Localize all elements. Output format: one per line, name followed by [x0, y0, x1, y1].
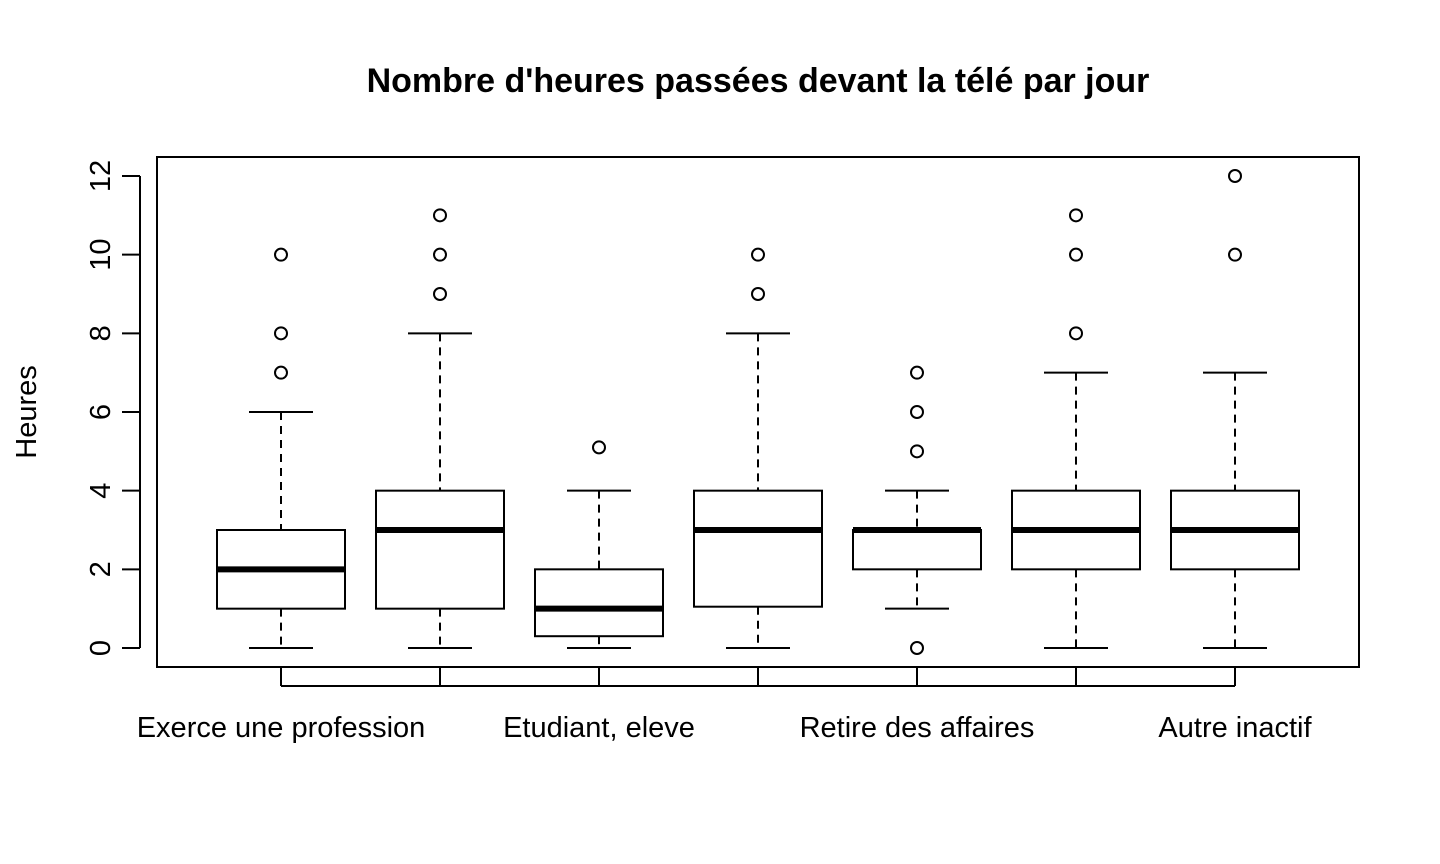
box-3 — [534, 440, 664, 649]
outlier-point — [910, 405, 924, 419]
iqr-box — [852, 529, 982, 571]
outlier-point — [1069, 326, 1083, 341]
iqr-box — [693, 489, 823, 608]
box-6 — [1011, 208, 1141, 649]
y-axis: 0 2 4 6 8 10 12 — [85, 160, 141, 656]
outlier-point — [274, 247, 288, 262]
outlier-point — [1069, 208, 1083, 223]
outlier-point — [910, 641, 924, 655]
outlier-point — [910, 444, 924, 459]
outlier-point — [592, 440, 606, 455]
iqr-box — [534, 568, 664, 638]
outlier-point — [910, 365, 924, 380]
outlier-point — [1228, 247, 1242, 262]
y-tick-label: 6 — [85, 404, 117, 420]
y-tick-label: 2 — [85, 561, 117, 577]
box-7 — [1170, 169, 1300, 649]
y-tick-label: 0 — [85, 640, 117, 656]
x-tick-label: Etudiant, eleve — [503, 712, 695, 744]
x-tick-label: Retire des affaires — [800, 712, 1035, 744]
y-tick-label: 10 — [85, 239, 117, 271]
chart-title: Nombre d'heures passées devant la télé p… — [367, 62, 1150, 100]
iqr-box — [375, 489, 505, 610]
y-tick-label: 4 — [85, 483, 117, 499]
box-1 — [216, 247, 346, 649]
outlier-point — [433, 247, 447, 262]
box-5 — [852, 365, 982, 655]
outlier-point — [274, 365, 288, 380]
y-tick-label: 8 — [85, 325, 117, 341]
x-tick-label: Autre inactif — [1158, 712, 1312, 744]
box-2 — [375, 208, 505, 649]
outlier-point — [433, 208, 447, 223]
box-4 — [693, 247, 823, 649]
boxes-group — [216, 169, 1300, 655]
x-tick-label: Exerce une profession — [137, 712, 426, 744]
outlier-point — [1228, 169, 1242, 183]
x-axis: Exerce une profession Etudiant, eleve Reti… — [137, 667, 1313, 744]
outlier-point — [274, 326, 288, 341]
outlier-point — [751, 247, 765, 262]
outlier-point — [1069, 247, 1083, 262]
outlier-point — [433, 287, 447, 301]
y-axis-label: Heures — [11, 365, 43, 459]
y-tick-label: 12 — [85, 160, 117, 192]
outlier-point — [751, 287, 765, 301]
